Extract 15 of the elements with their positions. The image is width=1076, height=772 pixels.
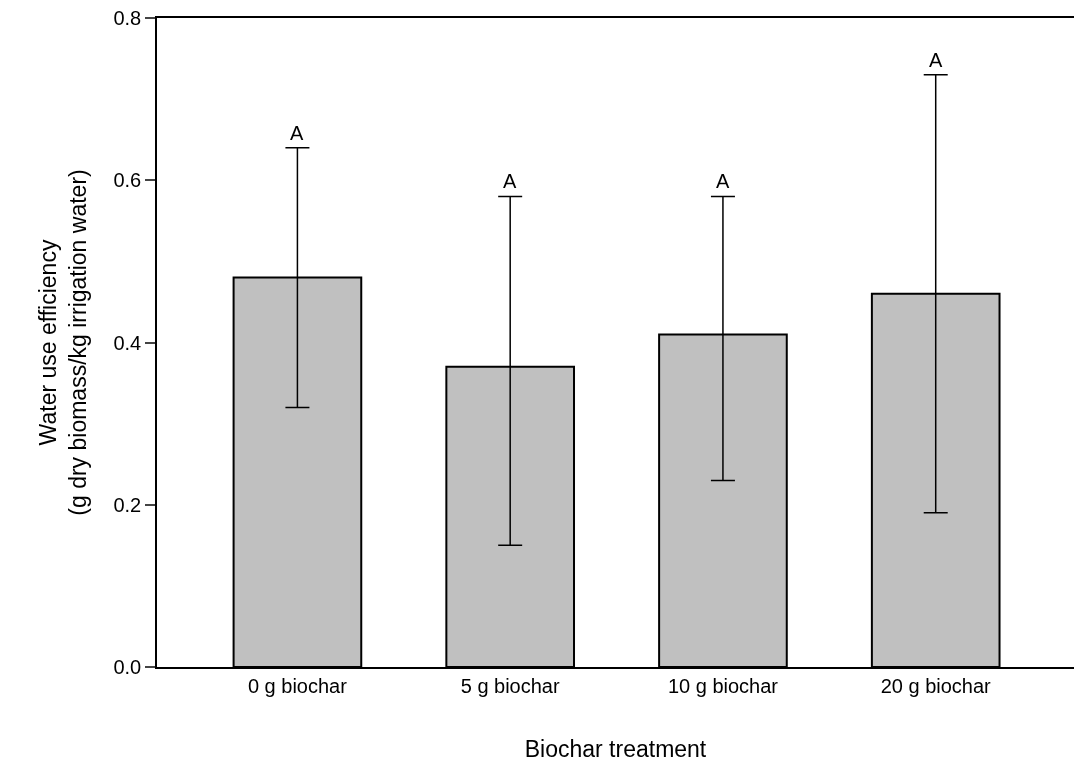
y-tick-label: 0.2	[113, 493, 142, 516]
annotation: A	[503, 170, 517, 192]
x-tick-label: 20 g biochar	[880, 674, 992, 697]
y-tick-label: 0.6	[113, 169, 142, 192]
y-axis-title: Water use efficiency (g dry biomass/kg irrigation water)	[35, 169, 92, 516]
x-tick-label: 10 g biochar	[667, 674, 779, 697]
x-tick-label: 0 g biochar	[247, 674, 348, 697]
y-tick-label: 0.4	[113, 331, 142, 354]
y-tick-label: 0.0	[113, 656, 142, 678]
x-axis-title: Biochar treatment	[524, 735, 707, 762]
x-tick-label: 5 g biochar	[460, 674, 560, 697]
annotation: A	[716, 170, 730, 192]
annotation: A	[929, 49, 943, 71]
annotation: A	[290, 122, 304, 144]
y-tick-label: 0.8	[113, 7, 142, 29]
